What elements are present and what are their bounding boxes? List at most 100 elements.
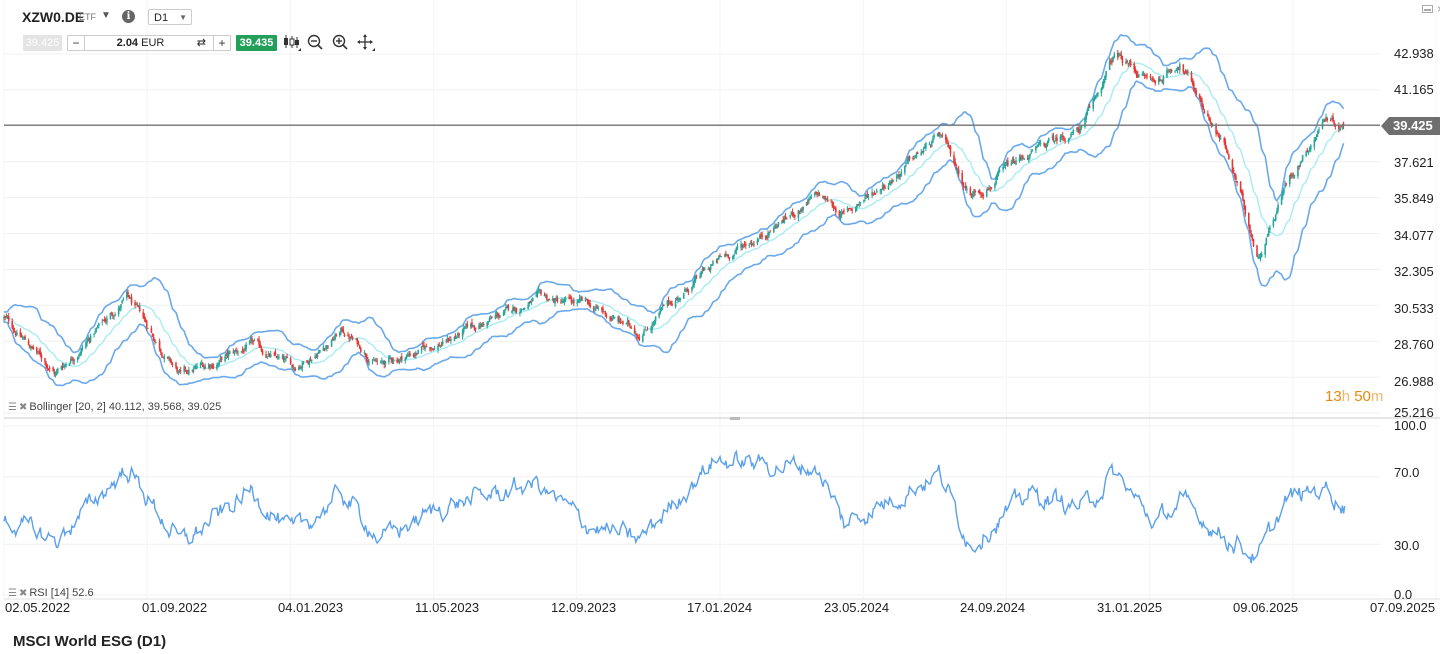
candle-body — [227, 353, 230, 357]
candle-body — [86, 340, 88, 344]
candle-body — [1015, 160, 1017, 165]
candle-body — [996, 174, 999, 180]
candle-body — [744, 243, 747, 246]
candle-body — [257, 339, 259, 341]
candle-body — [1051, 137, 1054, 138]
candle-body — [563, 299, 566, 303]
candle-body — [1248, 212, 1250, 226]
candle-body — [482, 324, 485, 326]
candle-body — [1094, 95, 1097, 97]
quantity-field[interactable]: 2.04 EUR — [88, 36, 193, 50]
candle-body — [1224, 141, 1227, 148]
candle-body — [1152, 77, 1154, 81]
candle-body — [899, 174, 901, 177]
bollinger-lower-line — [3, 80, 1345, 387]
candle-body — [572, 300, 575, 304]
candle-body — [195, 365, 197, 369]
candle-body — [716, 258, 719, 261]
candle-body — [1134, 68, 1137, 73]
candle-body — [166, 356, 169, 359]
candle-body — [425, 345, 428, 347]
quantity-decrease-button[interactable]: − — [68, 36, 85, 50]
indicator-menu-icon[interactable]: ☰ — [8, 588, 17, 599]
move-icon[interactable] — [356, 33, 376, 53]
zoom-out-icon[interactable] — [306, 33, 326, 53]
candlestick-type-icon[interactable] — [282, 33, 302, 53]
countdown-hours: 13 — [1325, 388, 1342, 405]
indicator-remove-icon[interactable]: ✖ — [18, 588, 28, 599]
candle-body — [1228, 154, 1230, 160]
info-icon[interactable]: i — [122, 10, 135, 23]
candle-body — [1239, 181, 1242, 193]
candle-body — [957, 169, 960, 174]
quantity-increase-button[interactable]: + — [213, 36, 230, 50]
candle-body — [830, 201, 832, 203]
candle-body — [1307, 151, 1310, 154]
candle-body — [769, 231, 772, 233]
candle-body — [1315, 134, 1318, 137]
candle-body — [431, 348, 433, 349]
grid-lines — [3, 0, 1437, 599]
zoom-in-icon[interactable] — [331, 33, 351, 53]
candle-body — [1235, 175, 1237, 180]
candle-body — [1039, 142, 1042, 144]
symbol-name[interactable]: XZW0.DE — [22, 9, 85, 25]
close-button[interactable]: × — [1437, 2, 1440, 16]
candle-body — [203, 366, 205, 368]
candle-body — [110, 313, 113, 315]
candle-body — [857, 204, 859, 205]
candle-body — [457, 333, 459, 337]
timeframe-select[interactable]: D1 ▼ — [148, 9, 192, 25]
candle-body — [267, 353, 270, 356]
candle-body — [382, 361, 384, 363]
candle-body — [956, 168, 959, 171]
candle-body — [68, 363, 71, 366]
candle-body — [400, 356, 403, 360]
candle-body — [891, 180, 893, 184]
candle-body — [360, 348, 362, 352]
candle-body — [340, 327, 342, 333]
quantity-stepper[interactable]: − 2.04 EUR ⇄ + — [67, 35, 231, 51]
candle-body — [741, 245, 744, 248]
candle-body — [1157, 78, 1160, 83]
sell-button[interactable]: 39.425 — [23, 35, 62, 51]
indicator-remove-icon[interactable]: ✖ — [18, 402, 28, 413]
candle-body — [750, 242, 753, 246]
swap-icon[interactable]: ⇄ — [196, 37, 206, 49]
date-axis-label: 07.09.2025 — [1370, 600, 1436, 615]
date-axis-label: 04.01.2023 — [278, 600, 344, 615]
candle-body — [1252, 239, 1255, 246]
countdown-minutes: 50 — [1354, 388, 1371, 405]
candle-body — [371, 361, 374, 362]
candle-body — [46, 364, 49, 369]
indicator-menu-icon[interactable]: ☰ — [8, 402, 17, 413]
candle-body — [1037, 144, 1040, 147]
buy-button[interactable]: 39.435 — [236, 35, 277, 51]
candle-body — [333, 339, 335, 341]
candle-body — [1285, 183, 1288, 185]
candle-body — [1207, 113, 1209, 116]
pane-resize-handle[interactable] — [730, 417, 740, 420]
candle-body — [528, 302, 531, 304]
candle-body — [1019, 157, 1022, 159]
candle-body — [301, 362, 304, 369]
candle-body — [1215, 124, 1217, 134]
candle-body — [1100, 88, 1103, 94]
candle-body — [947, 142, 949, 148]
bollinger-legend: ☰ ✖ Bollinger [20, 2] 40.112, 39.568, 39.0… — [8, 401, 221, 413]
candle-body — [464, 326, 466, 328]
candle-body — [1225, 148, 1228, 150]
symbol-dropdown-icon[interactable]: ▼ — [101, 10, 111, 21]
candle-body — [1305, 151, 1307, 156]
candle-body — [397, 360, 400, 362]
candle-body — [620, 322, 623, 323]
candle-body — [429, 347, 431, 349]
candle-body — [954, 161, 956, 166]
minimize-button[interactable] — [1422, 5, 1433, 13]
candle-body — [906, 160, 908, 163]
chart-title: MSCI World ESG (D1) — [13, 633, 167, 650]
candle-body — [47, 368, 50, 370]
candle-body — [1317, 131, 1319, 135]
candle-body — [309, 359, 312, 362]
